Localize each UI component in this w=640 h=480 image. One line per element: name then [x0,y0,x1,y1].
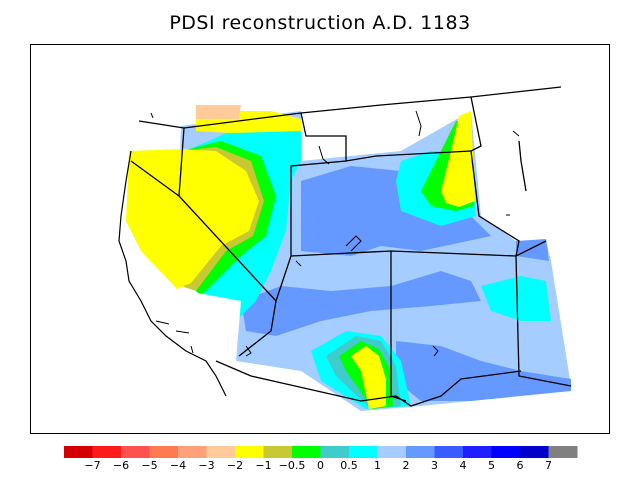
legend-tick-label: 2 [402,459,410,472]
legend-tick-label: 4 [459,459,467,472]
legend-tick-label: 0.5 [340,459,358,472]
legend-swatch [377,446,407,458]
legend-tick-label: 3 [431,459,438,472]
lakes [150,110,520,357]
legend-swatch [406,446,435,458]
map-title: PDSI reconstruction A.D. 1183 [169,12,471,34]
legend-tick-label: 7 [545,459,552,472]
legend-swatch [263,446,293,458]
legend-tick-label: −5 [141,459,158,472]
field-nodata-coast [111,241,241,371]
field-blue-se [396,341,571,401]
legend-tick-label: −6 [112,459,130,472]
legend-swatch [178,446,207,458]
field-yellow-east [441,111,475,207]
legend-swatch [206,446,236,458]
color-legend [64,446,578,458]
legend-swatch [491,446,521,458]
legend-swatch [64,446,93,458]
map-frame [30,44,610,434]
legend-tick-label: 0 [317,459,324,472]
legend-tick-label: 1 [374,459,381,472]
legend-swatch [548,446,578,458]
pdsi-map [111,86,572,411]
field-blue-south [241,271,481,336]
legend-tick-label: 5 [488,459,495,472]
legend-swatch [434,446,464,458]
legend-swatch [463,446,492,458]
legend-tick-label: −1 [255,459,272,472]
field-blue-east [516,239,549,261]
field-yellow-south [351,346,386,409]
legend-tick-label: −0.5 [278,459,306,472]
legend-tick-label: 6 [516,459,524,472]
legend-swatch [235,446,264,458]
field-yellow-west [126,149,259,289]
field-blue [301,166,491,256]
field-cyan-se [481,276,551,321]
legend-tick-label: −4 [169,459,187,472]
coastline [118,150,227,397]
legend-swatch [349,446,378,458]
boundaries [130,86,572,407]
legend-tick-label: −7 [84,459,101,472]
field-peach-north [196,105,241,119]
legend-swatch [92,446,122,458]
legend-tick-label: −3 [198,459,215,472]
legend-swatch [520,446,549,458]
legend-swatch [149,446,179,458]
legend-swatch [121,446,150,458]
legend-swatch [292,446,321,458]
legend-swatch [320,446,350,458]
legend-tick-label: −2 [226,459,244,472]
